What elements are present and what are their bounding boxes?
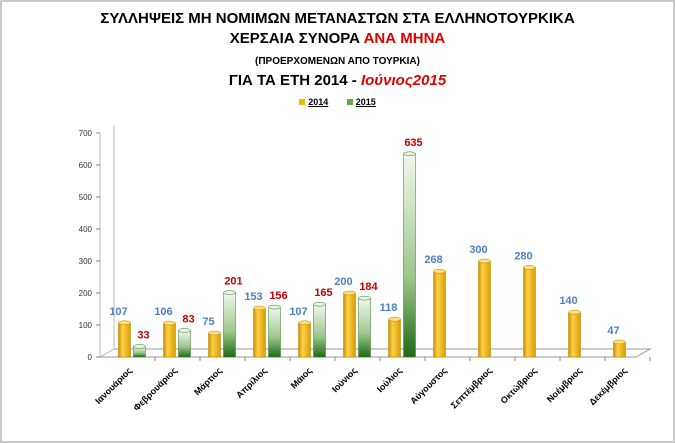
data-label-2014: 75 xyxy=(202,316,214,328)
bar-top-2015 xyxy=(403,151,416,157)
bar-top-2014 xyxy=(478,258,491,264)
bar-top-2014 xyxy=(253,305,266,311)
title-line2-black: ΧΕΡΣΑΙΑ ΣΥΝΟΡΑ xyxy=(229,30,360,47)
bar-2014 xyxy=(298,322,311,358)
legend-swatch-2015 xyxy=(346,99,353,105)
bar-2014 xyxy=(388,318,401,358)
bar-2015 xyxy=(403,153,416,358)
legend: 2014 2015 xyxy=(0,97,675,107)
legend-item-2014: 2014 xyxy=(299,97,328,107)
bar-top-2014 xyxy=(388,316,401,322)
y-tick-label: 300 xyxy=(79,257,93,266)
chart-title-line4: ΓΙΑ ΤΑ ΕΤΗ 2014 - Ιούνιος2015 xyxy=(0,72,675,89)
bar-2014 xyxy=(253,307,266,358)
x-tick-label: Νοέμβριος xyxy=(545,365,584,404)
bar-2014 xyxy=(163,322,176,358)
data-label-2015: 33 xyxy=(137,329,149,341)
bar-top-2014 xyxy=(568,309,581,315)
bar-2015 xyxy=(313,303,326,358)
x-tick-label: Μάιος xyxy=(289,365,314,390)
data-label-2015: 165 xyxy=(314,287,332,299)
bar-top-2014 xyxy=(343,290,356,296)
y-tick-label: 700 xyxy=(79,129,93,138)
data-label-2014: 268 xyxy=(424,254,442,266)
bar-2014 xyxy=(478,260,491,358)
bar-2014 xyxy=(433,270,446,358)
y-tick-label: 500 xyxy=(79,193,93,202)
bar-top-2014 xyxy=(523,265,536,270)
bar-2015 xyxy=(358,297,371,358)
data-label-2015: 201 xyxy=(224,276,242,288)
chart-title-line1: ΣΥΛΛΗΨΕΙΣ ΜΗ ΝΟΜΙΜΩΝ ΜΕΤΑΝΑΣΤΩΝ ΣΤΑ ΕΛΛΗ… xyxy=(100,10,575,27)
bar-top-2014 xyxy=(118,320,131,326)
bar-top-2014 xyxy=(298,320,311,326)
x-tick-label: Μάρτιος xyxy=(192,365,224,397)
data-label-2014: 118 xyxy=(380,302,398,314)
bar-top-2015 xyxy=(358,295,371,301)
y-tick-label: 400 xyxy=(79,225,93,234)
bar-2015 xyxy=(178,330,191,358)
data-label-2014: 200 xyxy=(334,276,352,288)
bar-top-2015 xyxy=(178,328,191,333)
x-tick-label: Ιούλιος xyxy=(375,365,404,394)
bar-2014 xyxy=(568,311,581,358)
data-label-2014: 280 xyxy=(514,250,532,262)
x-tick-label: Οκτώβριος xyxy=(499,365,540,406)
chart-subtitle: (ΠΡΟΕΡΧΟΜΕΝΩΝ ΑΠΟ ΤΟΥΡΚΙΑ) xyxy=(255,56,420,67)
x-tick-label: Σεπτέμβριος xyxy=(449,365,494,410)
bar-top-2015 xyxy=(133,344,146,349)
bar-top-2015 xyxy=(223,290,236,295)
data-label-2014: 300 xyxy=(469,244,487,256)
x-tick-label: Φεβρουάριος xyxy=(131,365,179,413)
bar-top-2014 xyxy=(433,268,446,274)
bar-2014 xyxy=(118,322,131,358)
data-label-2014: 107 xyxy=(109,306,127,318)
bar-top-2014 xyxy=(163,320,176,326)
legend-item-2015: 2015 xyxy=(346,97,376,107)
y-tick-label: 200 xyxy=(79,289,93,298)
data-label-2014: 153 xyxy=(244,291,262,303)
title-line2-red: ΑΝΑ ΜΗΝΑ xyxy=(363,30,446,47)
bar-2015 xyxy=(268,306,281,358)
title-line4-black: ΓΙΑ ΤΑ ΕΤΗ 2014 - xyxy=(228,72,357,89)
bar-2014 xyxy=(613,341,626,358)
data-label-2014: 47 xyxy=(607,325,619,337)
bar-top-2014 xyxy=(208,330,221,336)
bar-2015 xyxy=(223,292,236,358)
bar-2014 xyxy=(208,332,221,358)
x-tick-label: Αύγουστος xyxy=(408,365,449,406)
bar-top-2015 xyxy=(268,304,281,310)
x-tick-label: Απρίλιος xyxy=(234,365,269,400)
bar-2014 xyxy=(523,267,536,358)
data-label-2015: 635 xyxy=(404,137,422,149)
data-label-2014: 140 xyxy=(559,295,577,307)
data-label-2014: 106 xyxy=(154,306,172,318)
data-label-2015: 156 xyxy=(269,290,287,302)
legend-swatch-2014 xyxy=(299,99,306,105)
bar-top-2014 xyxy=(613,339,626,345)
data-label-2015: 184 xyxy=(359,281,378,293)
x-tick-label: Ιούνιος xyxy=(330,365,359,394)
data-label-2014: 107 xyxy=(289,306,307,318)
data-label-2015: 83 xyxy=(182,313,194,325)
y-tick-label: 0 xyxy=(88,353,93,362)
bar-2014 xyxy=(343,292,356,358)
legend-label-2015: 2015 xyxy=(355,97,376,107)
title-line4-red: Ιούνιος2015 xyxy=(360,72,447,89)
chart-title-line2: ΧΕΡΣΑΙΑ ΣΥΝΟΡΑ ΑΝΑ ΜΗΝΑ xyxy=(0,30,675,47)
legend-label-2014: 2014 xyxy=(308,97,329,107)
x-tick-label: Ιανουάριος xyxy=(93,365,134,406)
bar-top-2015 xyxy=(313,301,326,307)
y-tick-label: 100 xyxy=(79,321,93,330)
x-tick-label: Δεκέμβριος xyxy=(587,365,629,407)
y-tick-label: 600 xyxy=(79,161,93,170)
back-wall xyxy=(99,125,115,358)
